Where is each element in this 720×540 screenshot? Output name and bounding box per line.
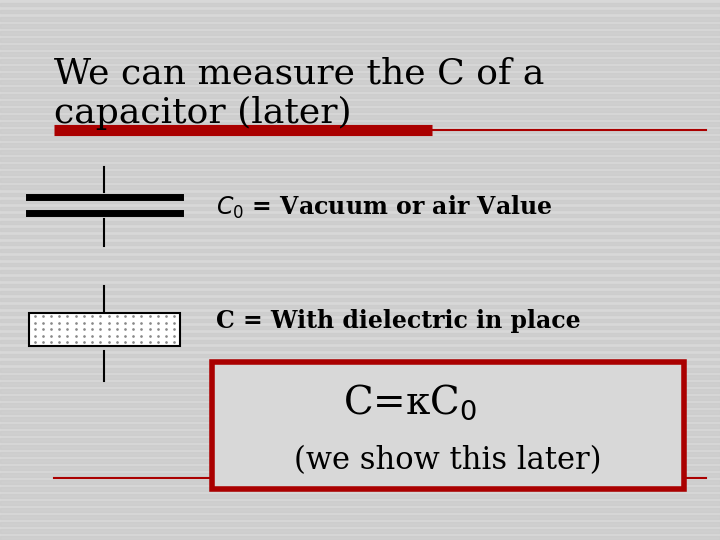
Bar [0,410,720,414]
Bar [0,276,720,280]
Bar [0,234,720,238]
Bar [0,255,720,259]
Bar [0,487,720,491]
Bar [0,199,720,203]
Bar [0,501,720,505]
Bar [0,31,720,35]
Bar [0,248,720,252]
Bar [0,298,720,301]
Bar [0,375,720,379]
Bar [0,101,720,105]
Bar [0,108,720,112]
Bar [0,115,720,119]
Bar [0,241,720,245]
Bar [0,213,720,217]
Bar [0,178,720,182]
Bar [0,509,720,512]
Bar [0,481,720,484]
Bar [0,537,720,540]
Bar [0,284,720,287]
Bar [0,396,720,400]
Bar [0,438,720,442]
Text: C = With dielectric in place: C = With dielectric in place [216,309,580,333]
Bar [0,368,720,372]
Bar [0,73,720,77]
Bar [0,417,720,421]
Bar [0,87,720,91]
Bar [0,45,720,49]
Bar [0,361,720,365]
Bar [0,431,720,435]
Bar [0,150,720,154]
Bar [0,143,720,147]
Bar [0,312,720,315]
Bar [0,129,720,133]
Bar [0,452,720,456]
Text: $C_0$ = Vacuum or air Value: $C_0$ = Vacuum or air Value [216,194,553,221]
Bar [0,529,720,533]
Bar [0,17,720,21]
Bar [0,459,720,463]
Bar [0,291,720,294]
Bar [0,185,720,189]
Text: We can measure the C of a
capacitor (later): We can measure the C of a capacitor (lat… [54,57,544,130]
Text: (we show this later): (we show this later) [294,446,602,476]
Bar [0,3,720,6]
Bar [0,305,720,308]
Bar [0,326,720,329]
Bar [0,403,720,407]
Bar [0,382,720,386]
Bar [0,340,720,343]
Bar [0,171,720,175]
Bar [0,52,720,56]
Bar [0,333,720,336]
Bar [0,515,720,519]
Bar [0,66,720,70]
Bar [0,10,720,14]
Bar [0,24,720,28]
Bar [0,122,720,126]
Bar [0,164,720,168]
Bar [0,424,720,428]
Bar [29,313,180,346]
Bar [0,80,720,84]
Bar [0,495,720,498]
Bar [0,59,720,63]
Bar [0,220,720,224]
Bar [212,362,684,489]
Bar [0,445,720,449]
Bar [0,38,720,42]
Bar [0,523,720,526]
Bar [0,269,720,273]
Bar [0,136,720,140]
Bar [0,347,720,350]
Bar [0,94,720,98]
Bar [0,354,720,357]
Bar [0,157,720,161]
Bar [0,389,720,393]
Bar [0,262,720,266]
Bar [0,473,720,477]
Bar [0,319,720,322]
Bar [0,192,720,196]
Bar [0,206,720,210]
Bar [0,466,720,470]
Text: C=κC$_0$: C=κC$_0$ [343,383,477,422]
Bar [0,227,720,231]
